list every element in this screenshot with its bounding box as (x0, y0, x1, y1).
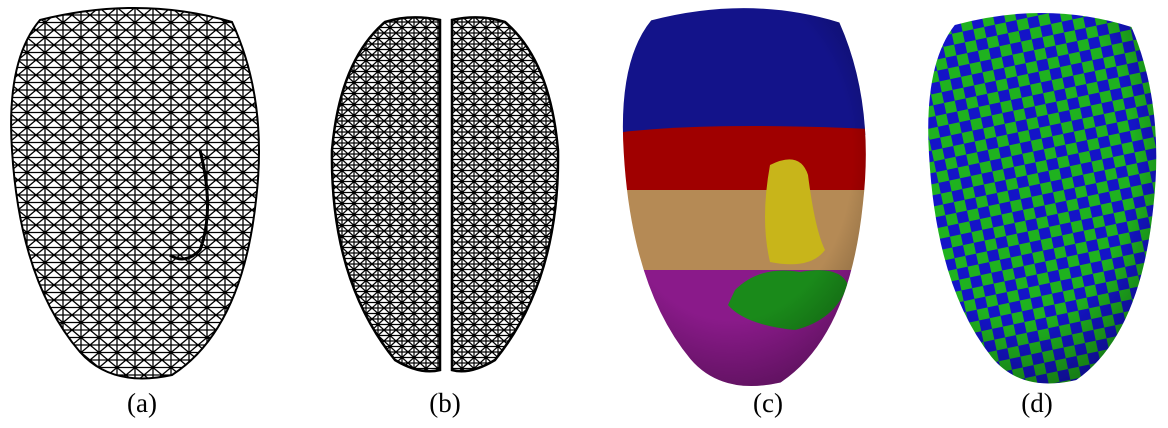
panel-c (600, 0, 890, 390)
caption: (a) (127, 388, 157, 418)
panel-a (0, 0, 280, 390)
caption: (b) (429, 388, 460, 418)
panel-b (320, 0, 570, 390)
panel-d (900, 0, 1168, 390)
caption: (d) (1021, 388, 1052, 418)
caption: (c) (753, 388, 783, 418)
figure: (a) (b) (c) (d) (0, 0, 1168, 428)
